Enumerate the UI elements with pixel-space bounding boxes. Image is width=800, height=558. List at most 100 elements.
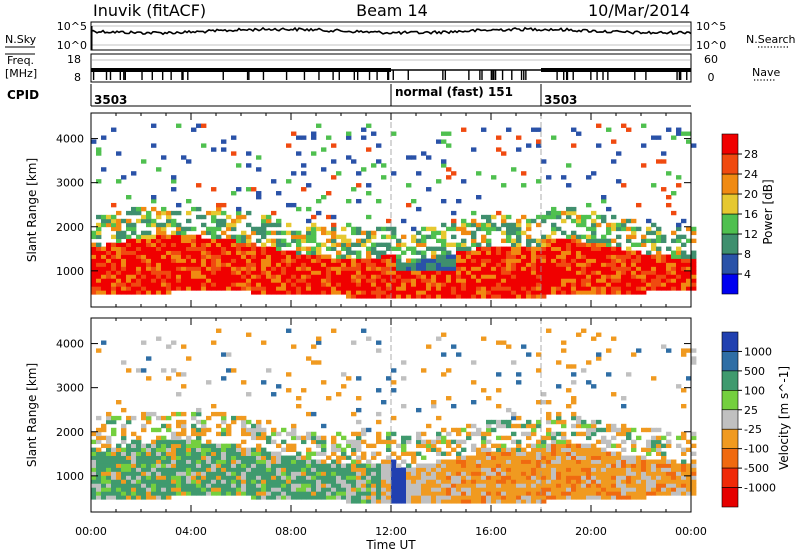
power-cell bbox=[521, 290, 527, 295]
velocity-cell bbox=[236, 467, 242, 472]
velocity-cell bbox=[311, 467, 317, 472]
power-cell bbox=[416, 274, 422, 279]
velocity-cell bbox=[346, 443, 352, 449]
power-cell bbox=[321, 282, 327, 287]
power-cell bbox=[96, 234, 102, 240]
power-cell bbox=[441, 159, 447, 164]
velocity-cell bbox=[226, 463, 232, 468]
velocity-cell bbox=[521, 451, 527, 456]
velocity-cell bbox=[536, 368, 542, 373]
power-cell bbox=[276, 278, 282, 283]
velocity-cell bbox=[556, 455, 562, 460]
velocity-cell bbox=[276, 459, 282, 464]
power-cell bbox=[341, 258, 347, 263]
velocity-cell bbox=[111, 479, 117, 484]
power-cell bbox=[276, 230, 282, 236]
velocity-cell bbox=[501, 423, 507, 429]
velocity-cell bbox=[591, 384, 597, 389]
velocity-cell bbox=[291, 463, 297, 468]
power-cell bbox=[691, 226, 697, 232]
velocity-cell bbox=[251, 427, 257, 433]
power-cell bbox=[601, 238, 607, 244]
velocity-cell bbox=[556, 431, 562, 437]
power-cell bbox=[616, 222, 622, 228]
velocity-cell bbox=[141, 483, 147, 488]
power-cell bbox=[441, 163, 447, 168]
velocity-cell bbox=[286, 372, 292, 377]
power-cell bbox=[366, 234, 372, 240]
power-cell bbox=[336, 254, 342, 259]
power-cell bbox=[166, 238, 172, 244]
velocity-cell bbox=[666, 348, 672, 353]
power-cell bbox=[321, 258, 327, 263]
velocity-cell bbox=[391, 467, 397, 472]
power-cell bbox=[101, 218, 107, 224]
velocity-cell bbox=[181, 475, 187, 480]
power-cell bbox=[601, 290, 607, 295]
velocity-cell bbox=[156, 463, 162, 468]
velocity-cell bbox=[436, 459, 442, 464]
power-cell bbox=[286, 202, 292, 208]
velocity-cell bbox=[156, 427, 162, 433]
velocity-cell bbox=[516, 455, 522, 460]
velocity-cell bbox=[676, 479, 682, 484]
power-cell bbox=[91, 270, 97, 275]
velocity-cell bbox=[276, 463, 282, 468]
power-cell bbox=[566, 274, 572, 279]
velocity-cell bbox=[661, 463, 667, 468]
power-cell bbox=[356, 171, 362, 176]
velocity-cell bbox=[506, 407, 512, 413]
power-cell bbox=[376, 258, 382, 263]
power-cell bbox=[591, 222, 597, 228]
velocity-cell bbox=[526, 487, 532, 492]
power-cell bbox=[361, 167, 367, 172]
velocity-cell bbox=[301, 435, 307, 441]
velocity-cell bbox=[166, 443, 172, 449]
velocity-cell bbox=[136, 447, 142, 452]
power-cell bbox=[476, 294, 482, 299]
power-cell bbox=[246, 262, 252, 267]
power-cell bbox=[461, 246, 467, 251]
power-cell bbox=[351, 159, 357, 164]
power-cell bbox=[581, 274, 587, 279]
site-title: Inuvik (fitACF) bbox=[93, 1, 206, 20]
velocity-cell bbox=[396, 463, 402, 468]
velocity-cell bbox=[391, 439, 397, 445]
power-cell bbox=[396, 274, 402, 279]
velocity-cell bbox=[161, 491, 167, 496]
velocity-cell bbox=[131, 479, 137, 484]
power-cell bbox=[551, 282, 557, 287]
power-cell bbox=[306, 246, 312, 251]
velocity-cell bbox=[121, 360, 127, 365]
power-cell bbox=[496, 210, 502, 216]
velocity-cell bbox=[376, 495, 382, 500]
power-cell bbox=[326, 230, 332, 236]
velocity-cell bbox=[461, 495, 467, 500]
velocity-cell bbox=[591, 336, 597, 341]
velocity-cell bbox=[136, 451, 142, 456]
power-cell bbox=[366, 274, 372, 279]
power-cell bbox=[141, 270, 147, 275]
velocity-cell bbox=[236, 455, 242, 460]
velocity-cell bbox=[96, 475, 102, 480]
power-cell bbox=[201, 258, 207, 263]
power-cell bbox=[211, 262, 217, 267]
power-cell bbox=[151, 258, 157, 263]
velocity-cell bbox=[571, 467, 577, 472]
velocity-cell bbox=[326, 483, 332, 488]
power-cell bbox=[676, 270, 682, 275]
velocity-cell bbox=[636, 471, 642, 476]
power-cell bbox=[486, 242, 492, 247]
power-cell bbox=[326, 290, 332, 295]
power-cell bbox=[476, 250, 482, 255]
power-cell bbox=[626, 226, 632, 232]
velocity-cell bbox=[486, 479, 492, 484]
power-cell bbox=[506, 270, 512, 275]
power-cell bbox=[656, 159, 662, 164]
power-cell bbox=[631, 254, 637, 259]
power-cell bbox=[291, 131, 297, 136]
power-cell bbox=[611, 282, 617, 287]
velocity-cell bbox=[466, 463, 472, 468]
velocity-cell bbox=[311, 411, 317, 417]
velocity-cell bbox=[171, 447, 177, 452]
